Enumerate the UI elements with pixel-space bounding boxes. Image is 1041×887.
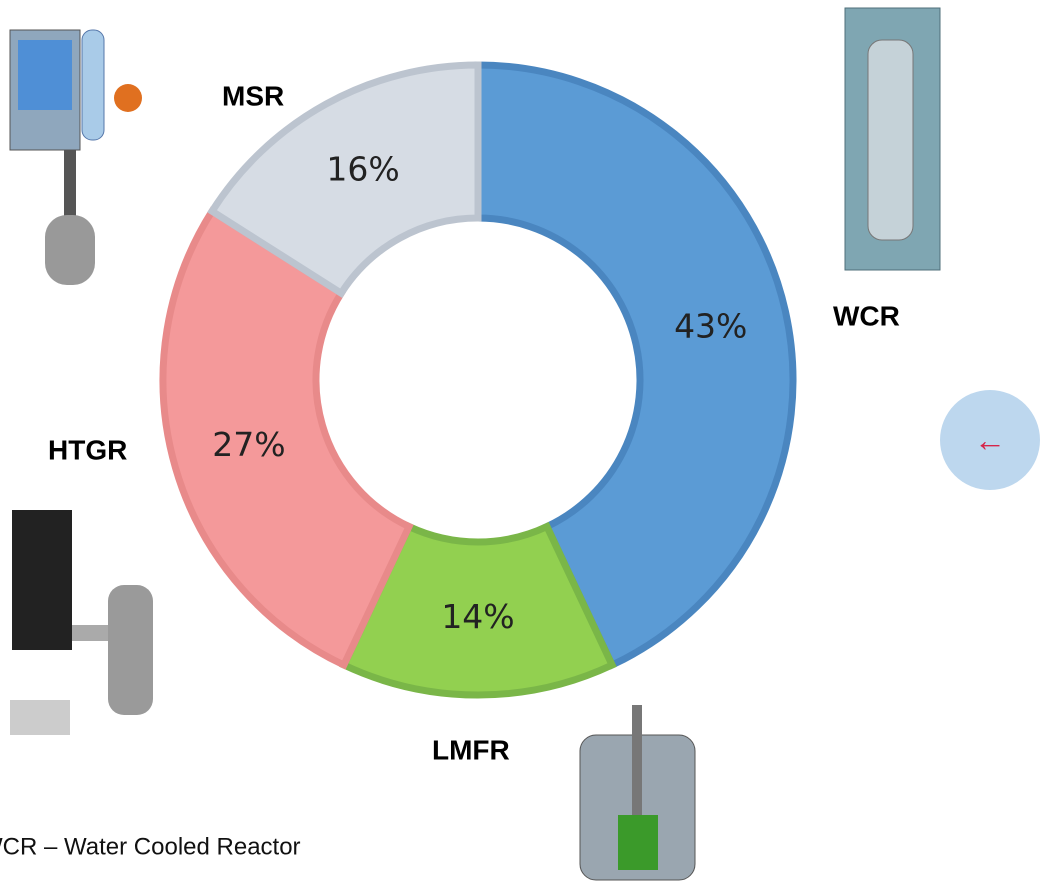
reactor-image (45, 215, 95, 285)
category-label: MSR (222, 80, 284, 111)
category-label: WCR (833, 300, 900, 331)
category-label: LMFR (432, 734, 510, 765)
donut-segment (163, 211, 409, 665)
value-label: 14% (441, 597, 514, 636)
reactor-image (868, 40, 913, 240)
reactor-image (114, 84, 142, 112)
reactor-image (18, 40, 72, 110)
page: WCR – Water Cooled Reactor 43% WCR 14% LMFR… (0, 0, 1041, 887)
value-label: 43% (674, 306, 747, 345)
reactor-image (82, 30, 104, 140)
reactor-image (72, 625, 112, 641)
reactor-image (10, 700, 70, 735)
chart: WCR – Water Cooled Reactor 43% WCR 14% LMFR… (0, 0, 1041, 887)
footnote: WCR – Water Cooled Reactor (0, 833, 301, 860)
reactor-image (108, 585, 153, 715)
reactor-image (12, 510, 72, 650)
value-label: 27% (212, 425, 285, 464)
reactor-image (618, 815, 658, 870)
value-label: 16% (326, 150, 399, 189)
back-button[interactable]: ← (940, 390, 1040, 490)
reactor-image (632, 705, 642, 815)
reactor-image (64, 150, 76, 220)
category-label: HTGR (48, 434, 127, 465)
